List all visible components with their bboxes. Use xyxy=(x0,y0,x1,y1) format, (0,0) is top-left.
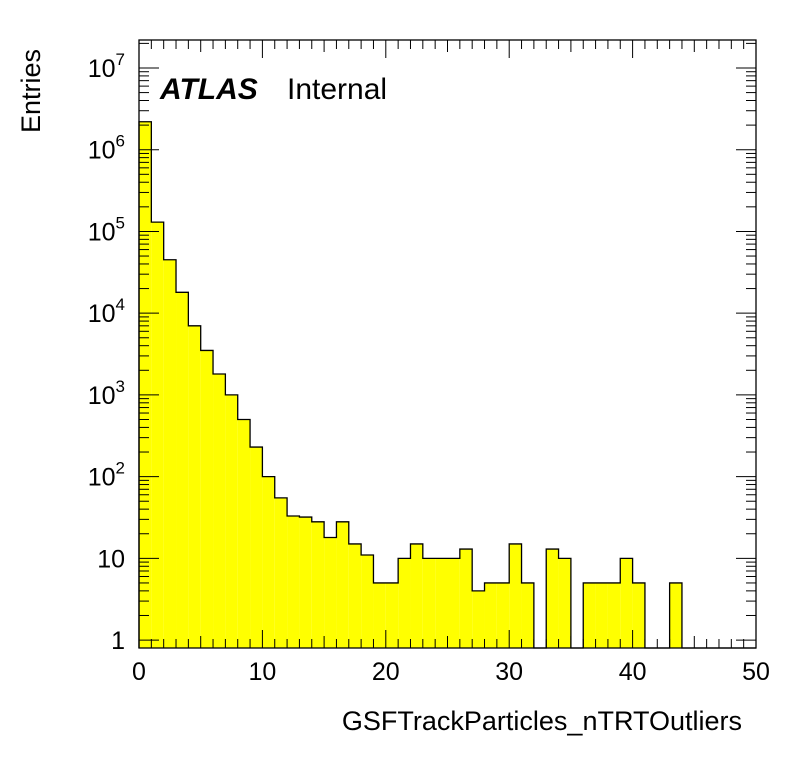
histogram-bar xyxy=(484,582,497,648)
histogram-bar xyxy=(324,537,337,648)
histogram-bar xyxy=(287,515,300,648)
x-axis-title: GSFTrackParticles_nTRTOutliers xyxy=(342,706,742,736)
histogram-bar xyxy=(348,543,362,648)
histogram-bar xyxy=(398,558,411,648)
histogram-bar xyxy=(336,521,349,648)
histogram-bar xyxy=(459,549,473,648)
x-tick-label: 0 xyxy=(132,658,146,686)
histogram-bar xyxy=(225,394,238,648)
histogram-bar xyxy=(632,582,645,648)
histogram-outline xyxy=(138,121,756,649)
y-tick-label: 105 xyxy=(88,213,125,246)
histogram-bar xyxy=(311,521,325,648)
histogram-bar xyxy=(422,558,436,648)
histogram-bar xyxy=(607,582,621,648)
atlas-label: ATLAS xyxy=(159,73,258,106)
histogram-bar xyxy=(213,374,226,648)
y-axis-ticks xyxy=(139,42,756,641)
y-tick-label: 102 xyxy=(88,459,125,492)
histogram-bar xyxy=(163,259,177,648)
histogram-bar xyxy=(509,543,522,648)
histogram-bar xyxy=(472,590,485,648)
x-axis-ticks xyxy=(138,40,757,648)
histogram-bar xyxy=(583,582,596,648)
histogram-bar xyxy=(620,558,633,648)
histogram-bar xyxy=(262,476,275,648)
histogram-bar xyxy=(496,582,510,648)
histogram-bar xyxy=(435,558,448,648)
histogram-bar xyxy=(373,582,386,648)
y-tick-label: 107 xyxy=(88,50,125,83)
y-tick-label: 106 xyxy=(88,132,125,165)
histogram-bar xyxy=(139,121,152,648)
y-tick-label: 1 xyxy=(111,627,125,655)
x-tick-label: 30 xyxy=(495,658,523,686)
histogram-bar xyxy=(521,582,534,648)
x-axis-tick-labels: 0 10 20 30 40 50 xyxy=(132,658,770,686)
histogram-bars xyxy=(139,121,682,648)
histogram-bar xyxy=(558,558,571,648)
y-axis-tick-labels: 1 10 102 103 104 105 106 107 xyxy=(88,50,125,655)
histogram-bar xyxy=(274,497,288,648)
y-tick-label: 104 xyxy=(88,295,125,328)
x-tick-label: 20 xyxy=(372,658,400,686)
histogram-bar xyxy=(546,549,559,648)
histogram-bar xyxy=(595,582,608,648)
histogram-bar xyxy=(361,554,374,648)
histogram-bar xyxy=(299,517,312,648)
histogram-bar xyxy=(410,543,423,648)
histogram-bar xyxy=(151,222,164,648)
histogram-bar xyxy=(237,419,251,648)
histogram-bar xyxy=(188,325,201,648)
x-tick-label: 10 xyxy=(248,658,276,686)
histogram-bar xyxy=(250,447,263,648)
histogram-bar xyxy=(669,582,682,648)
histogram-bar xyxy=(200,350,214,648)
internal-label: Internal xyxy=(287,73,387,106)
y-tick-label: 10 xyxy=(97,545,125,573)
y-tick-label: 103 xyxy=(88,377,125,410)
x-tick-label: 40 xyxy=(619,658,647,686)
histogram-bar xyxy=(447,558,460,648)
histogram-bar xyxy=(385,582,399,648)
y-axis-title: Entries xyxy=(16,49,46,133)
histogram-bar xyxy=(176,292,189,648)
x-tick-label: 50 xyxy=(742,658,770,686)
